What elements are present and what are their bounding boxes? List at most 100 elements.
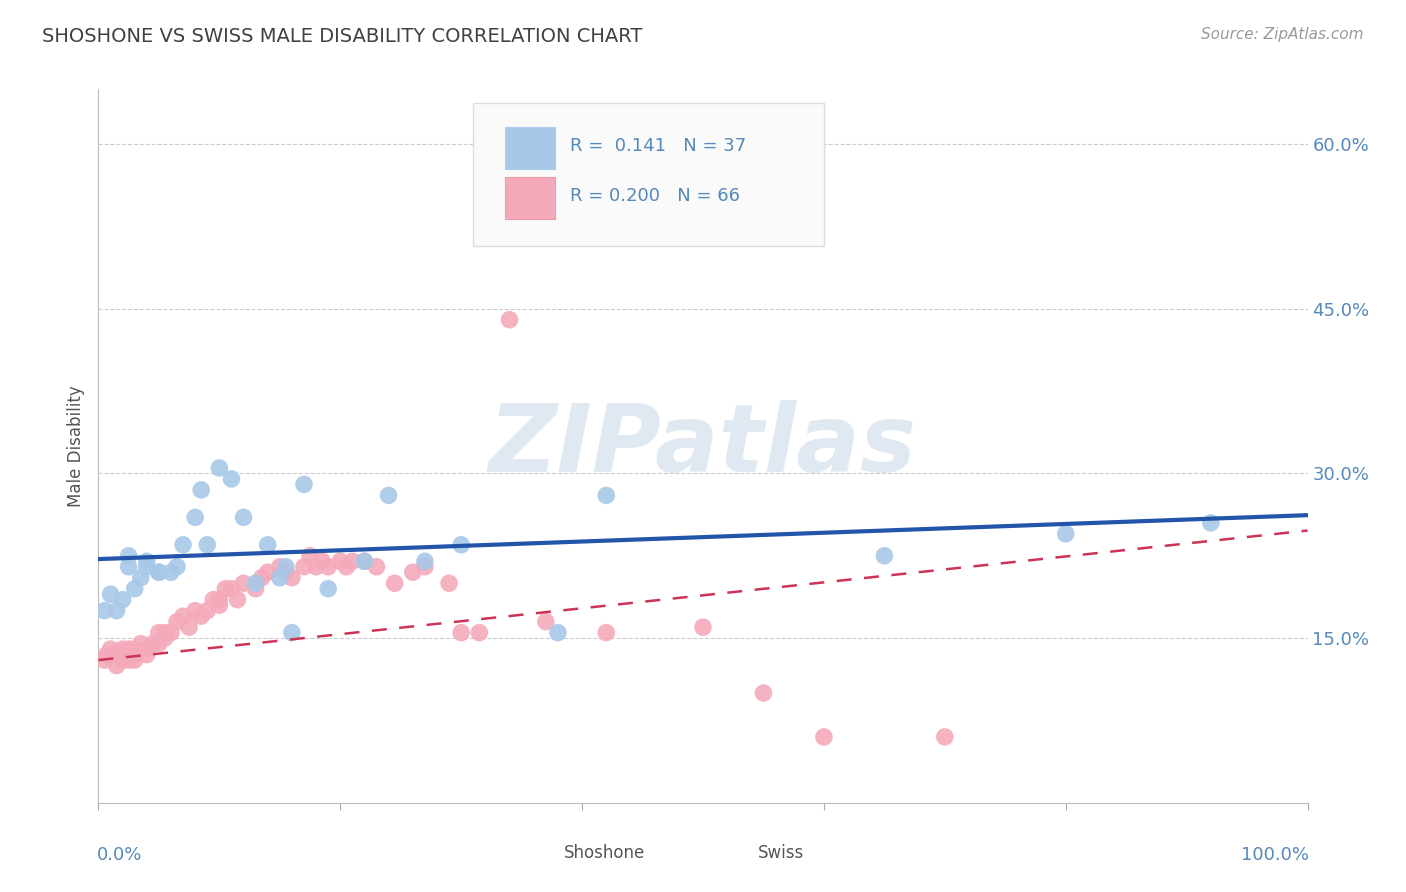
Point	[172, 609, 194, 624]
Point	[692, 620, 714, 634]
Point	[498, 312, 520, 326]
Text: ZIPatlas: ZIPatlas	[489, 400, 917, 492]
Point	[269, 559, 291, 574]
Point	[934, 730, 956, 744]
Point	[208, 592, 231, 607]
Text: R = 0.200   N = 66: R = 0.200 N = 66	[569, 187, 740, 205]
Point	[221, 472, 243, 486]
Point	[384, 576, 406, 591]
Point	[1054, 526, 1077, 541]
Point	[111, 648, 134, 662]
Point	[153, 625, 176, 640]
Point	[377, 488, 399, 502]
Point	[160, 625, 183, 640]
Point	[111, 642, 134, 657]
Point	[269, 571, 291, 585]
Point	[100, 642, 122, 657]
Point	[190, 609, 212, 624]
Point	[135, 642, 157, 657]
Point	[148, 637, 170, 651]
Point	[96, 648, 118, 662]
Point	[135, 559, 157, 574]
Point	[274, 559, 297, 574]
Point	[468, 625, 491, 640]
Point	[184, 510, 207, 524]
Point	[274, 566, 297, 580]
Point	[353, 554, 375, 568]
Point	[105, 648, 128, 662]
Point	[148, 566, 170, 580]
FancyBboxPatch shape	[508, 835, 555, 872]
Point	[292, 477, 315, 491]
Text: Swiss: Swiss	[758, 844, 804, 862]
Point	[413, 554, 436, 568]
Text: R =  0.141   N = 37: R = 0.141 N = 37	[569, 137, 747, 155]
Point	[450, 538, 472, 552]
Text: 0.0%: 0.0%	[97, 846, 142, 863]
Point	[93, 604, 115, 618]
Point	[129, 637, 152, 651]
Point	[316, 582, 339, 596]
Point	[105, 658, 128, 673]
Point	[281, 625, 304, 640]
Point	[245, 582, 267, 596]
Point	[111, 592, 134, 607]
Point	[281, 571, 304, 585]
Point	[179, 620, 201, 634]
Point	[118, 653, 141, 667]
FancyBboxPatch shape	[700, 835, 749, 872]
Point	[105, 604, 128, 618]
Point	[195, 538, 218, 552]
Point	[118, 549, 141, 563]
Point	[184, 604, 207, 618]
Point	[232, 510, 254, 524]
Text: Shoshone: Shoshone	[564, 844, 645, 862]
Point	[335, 559, 357, 574]
Text: Source: ZipAtlas.com: Source: ZipAtlas.com	[1201, 27, 1364, 42]
Point	[595, 488, 617, 502]
Point	[595, 625, 617, 640]
Text: 100.0%: 100.0%	[1240, 846, 1309, 863]
Point	[100, 587, 122, 601]
FancyBboxPatch shape	[474, 103, 824, 246]
Point	[221, 582, 243, 596]
Point	[148, 625, 170, 640]
Point	[160, 566, 183, 580]
Point	[135, 554, 157, 568]
Point	[172, 538, 194, 552]
Point	[366, 559, 388, 574]
Point	[353, 554, 375, 568]
Point	[450, 625, 472, 640]
FancyBboxPatch shape	[505, 127, 555, 169]
Point	[232, 576, 254, 591]
Point	[534, 615, 557, 629]
Point	[547, 625, 569, 640]
Point	[190, 483, 212, 497]
FancyBboxPatch shape	[505, 177, 555, 219]
Point	[195, 604, 218, 618]
Point	[299, 549, 322, 563]
Point	[813, 730, 835, 744]
Point	[413, 559, 436, 574]
Point	[166, 615, 188, 629]
Point	[256, 538, 278, 552]
Point	[202, 592, 225, 607]
Point	[148, 566, 170, 580]
Point	[245, 576, 267, 591]
Y-axis label: Male Disability: Male Disability	[67, 385, 86, 507]
Point	[124, 648, 146, 662]
Point	[329, 554, 352, 568]
Text: SHOSHONE VS SWISS MALE DISABILITY CORRELATION CHART: SHOSHONE VS SWISS MALE DISABILITY CORREL…	[42, 27, 643, 45]
Point	[208, 461, 231, 475]
Point	[93, 653, 115, 667]
Point	[752, 686, 775, 700]
Point	[135, 642, 157, 657]
Point	[316, 559, 339, 574]
Point	[100, 648, 122, 662]
Point	[305, 559, 328, 574]
Point	[256, 566, 278, 580]
Point	[292, 559, 315, 574]
Point	[142, 637, 165, 651]
Point	[118, 559, 141, 574]
Point	[437, 576, 460, 591]
